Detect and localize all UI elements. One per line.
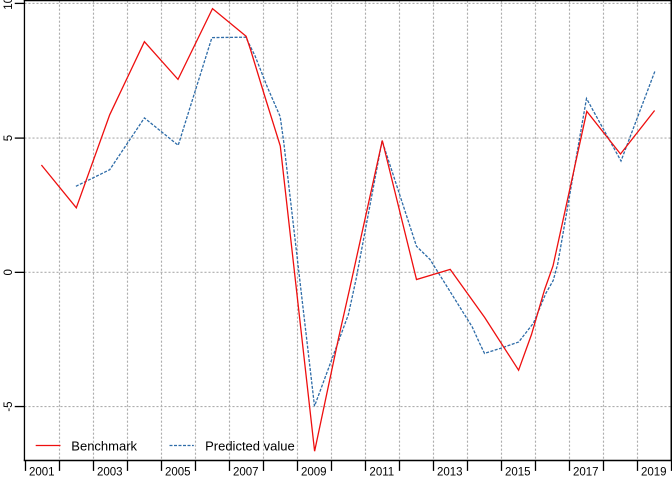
svg-text:2013: 2013 xyxy=(437,466,463,478)
svg-text:2011: 2011 xyxy=(369,466,394,478)
svg-text:5: 5 xyxy=(3,135,15,141)
svg-text:10: 10 xyxy=(3,0,15,10)
svg-text:Benchmark: Benchmark xyxy=(71,439,137,454)
svg-text:2007: 2007 xyxy=(233,466,259,478)
svg-text:2017: 2017 xyxy=(573,466,599,478)
svg-text:0: 0 xyxy=(3,269,15,275)
svg-text:2019: 2019 xyxy=(641,466,667,478)
svg-text:2003: 2003 xyxy=(97,466,123,478)
svg-text:2015: 2015 xyxy=(505,466,531,478)
svg-text:2005: 2005 xyxy=(165,466,191,478)
svg-text:Predicted value: Predicted value xyxy=(205,439,295,454)
svg-text:2001: 2001 xyxy=(29,466,55,478)
svg-text:2009: 2009 xyxy=(301,466,327,478)
svg-text:-5: -5 xyxy=(3,401,15,411)
